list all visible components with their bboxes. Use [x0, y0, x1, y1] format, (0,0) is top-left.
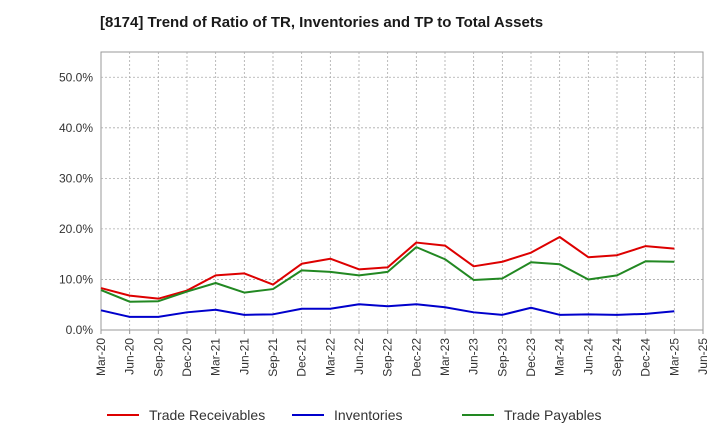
x-tick-label: Dec-23 [524, 338, 538, 377]
x-tick-label: Mar-20 [94, 338, 108, 376]
legend: Trade Receivables Inventories Trade Payabl… [107, 407, 602, 423]
legend-label: Trade Receivables [149, 407, 265, 423]
x-tick-label: Sep-21 [266, 338, 280, 377]
y-tick-label: 0.0% [66, 323, 94, 337]
chart-title: [8174] Trend of Ratio of TR, Inventories… [100, 14, 544, 31]
x-tick-label: Sep-23 [495, 338, 509, 377]
y-tick-label: 40.0% [59, 121, 93, 135]
x-tick-label: Sep-24 [610, 338, 624, 377]
x-tick-label: Jun-23 [467, 338, 481, 375]
y-tick-label: 20.0% [59, 222, 93, 236]
x-tick-label: Jun-25 [696, 338, 710, 375]
x-tick-label: Sep-22 [381, 338, 395, 377]
series-line [100, 236, 675, 300]
series-layer [100, 236, 675, 318]
series-line [100, 303, 675, 318]
axis-layer: 0.0% 10.0% 20.0% 30.0% 40.0% 50.0% Mar-20 Jun-2… [59, 70, 710, 376]
grid-layer [100, 51, 704, 331]
x-tick-label: Mar-22 [323, 338, 337, 376]
x-tick-label: Jun-24 [581, 338, 595, 375]
x-tick-label: Mar-25 [667, 338, 681, 376]
y-tick-label: 30.0% [59, 171, 93, 185]
x-tick-label: Jun-20 [123, 338, 137, 375]
legend-label: Trade Payables [504, 407, 602, 423]
series-line [100, 246, 675, 303]
x-tick-label: Mar-21 [209, 338, 223, 376]
x-tick-label: Mar-23 [438, 338, 452, 376]
x-tick-label: Jun-22 [352, 338, 366, 375]
x-tick-label: Sep-20 [151, 338, 165, 377]
x-tick-label: Mar-24 [553, 338, 567, 376]
x-tick-label: Dec-22 [409, 338, 423, 377]
y-tick-label: 10.0% [59, 272, 93, 286]
x-tick-label: Dec-24 [639, 338, 653, 377]
plot-frame [100, 51, 704, 331]
x-tick-label: Jun-21 [237, 338, 251, 375]
y-tick-label: 50.0% [59, 70, 93, 84]
legend-label: Inventories [334, 407, 402, 423]
x-tick-label: Dec-20 [180, 338, 194, 377]
x-tick-label: Dec-21 [295, 338, 309, 377]
